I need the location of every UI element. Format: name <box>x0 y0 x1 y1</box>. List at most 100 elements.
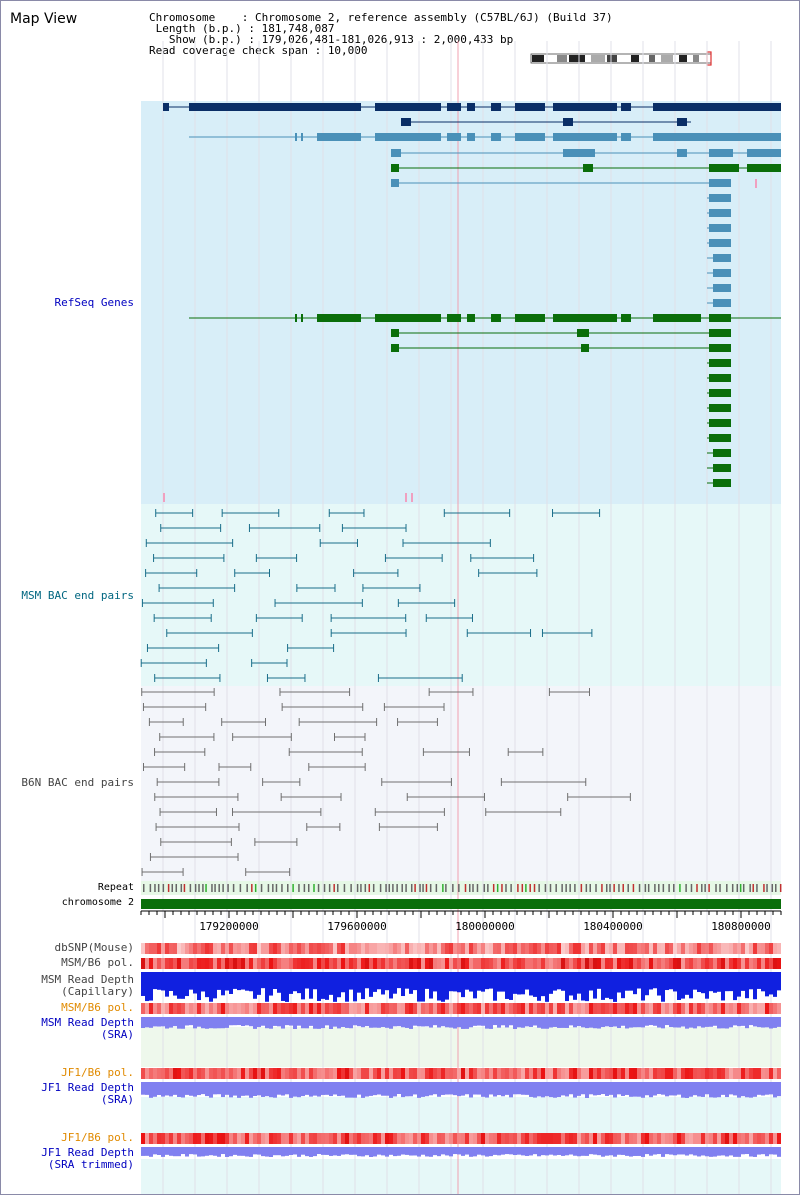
jf1-trim-depth-bar <box>453 1147 457 1155</box>
repeat-element <box>157 884 160 892</box>
msm-pol2-cell <box>213 1003 217 1014</box>
jf1-pol2-cell <box>245 1133 249 1144</box>
msm-cap-depth-bar <box>773 972 777 997</box>
jf1-sra-depth-bar <box>633 1082 637 1097</box>
jf1-sra-depth-bar <box>709 1082 713 1098</box>
jf1-pol-cell <box>281 1068 285 1079</box>
msm-pol-cell <box>473 958 477 969</box>
jf1-sra-depth-bar <box>769 1082 773 1095</box>
b6n-bac-pairs[interactable] <box>141 688 631 876</box>
jf1-sra-depth-bar <box>629 1082 633 1097</box>
msm-sra-depth-bar <box>153 1017 157 1027</box>
jf1-pol-cell <box>241 1068 245 1079</box>
jf1-pol2-cell <box>145 1133 149 1144</box>
ruler-label: 180400000 <box>583 920 643 933</box>
msm-pol2-cell <box>189 1003 193 1014</box>
jf1-pol2-cell <box>169 1133 173 1144</box>
jf1-trim-depth-bar <box>281 1147 285 1157</box>
jf1-pol-cell <box>657 1068 661 1079</box>
dbsnp-cell <box>585 943 589 954</box>
jf1-sra-depth-bar <box>681 1082 685 1098</box>
dbsnp-cell <box>261 943 265 954</box>
jf1-pol2-cell <box>389 1133 393 1144</box>
msm-cap-depth-bar <box>665 972 669 991</box>
jf1-pol-cell <box>149 1068 153 1079</box>
dbsnp-cell <box>721 943 725 954</box>
dbsnp-cell <box>141 943 145 954</box>
chromosome-value: Chromosome 2, reference assembly (C57BL/… <box>254 11 613 24</box>
jf1-sra-depth-bar <box>489 1082 493 1095</box>
jf1-sra-depth-bar <box>445 1082 449 1095</box>
jf1-sra-depth-bar <box>329 1082 333 1097</box>
msm-pol2-cell <box>297 1003 301 1014</box>
msm-pol2-cell <box>465 1003 469 1014</box>
msm-sra-depth-bar <box>517 1017 521 1028</box>
msm-pol-cell <box>261 958 265 969</box>
jf1-pol2-cell <box>325 1133 329 1144</box>
msm-pol-cell <box>677 958 681 969</box>
msm-cap-depth-bar <box>493 972 497 1001</box>
msm-sra-depth-bar <box>669 1017 673 1028</box>
jf1-pol2-cell <box>577 1133 581 1144</box>
chromosome-ideogram[interactable] <box>530 51 712 66</box>
jf1-pol-cell <box>165 1068 169 1079</box>
msm-pol2-cell <box>573 1003 577 1014</box>
dbsnp-cell <box>437 943 441 954</box>
msm-pol-cell <box>293 958 297 969</box>
jf1-trim-depth-bar <box>413 1147 417 1156</box>
jf1-pol2-cell <box>513 1133 517 1144</box>
msm-pol-cell <box>185 958 189 969</box>
msm-pol-cell <box>173 958 177 969</box>
jf1-sra-depth-bar <box>597 1082 601 1095</box>
jf1-trim-depth-bar <box>665 1147 669 1155</box>
msm-pol2-cell <box>393 1003 397 1014</box>
gene-row-green-main-exon <box>295 314 297 322</box>
repeat-element <box>622 884 624 892</box>
repeat-element <box>756 884 758 892</box>
jf1-pol2-cell <box>249 1133 253 1144</box>
msm-cap-depth-bar <box>237 972 241 991</box>
jf1-pol-cell <box>677 1068 681 1079</box>
repeat-track[interactable] <box>143 884 782 892</box>
msm-cap-depth-bar <box>449 972 453 992</box>
msm-cap-depth-bar <box>705 972 709 999</box>
msm-pol-cell <box>765 958 769 969</box>
jf1-pol-cell <box>489 1068 493 1079</box>
msm-pol2-cell <box>369 1003 373 1014</box>
jf1-pol-cell <box>733 1068 737 1079</box>
jf1-pol-cell <box>333 1068 337 1079</box>
refseq-genes[interactable] <box>163 103 781 502</box>
msm-pol2-cell <box>425 1003 429 1014</box>
jf1-trim-depth-bar <box>361 1147 365 1157</box>
msm-sra-depth-bar <box>677 1017 681 1028</box>
msm-cap-depth-bar <box>637 972 641 989</box>
msm-bac-pairs[interactable] <box>140 509 601 682</box>
msm-cap-depth-bar <box>573 972 577 1000</box>
msm-sra-depth-bar <box>529 1017 533 1027</box>
jf1-pol2-cell <box>493 1133 497 1144</box>
msm-cap-depth-bar <box>569 972 573 996</box>
repeat-element <box>595 884 597 892</box>
msm-pol2-cell <box>445 1003 449 1014</box>
msm-cap-depth-bar <box>645 972 649 996</box>
msm-pol-cell <box>737 958 741 969</box>
msm-sra-depth-bar <box>421 1017 425 1027</box>
heat-tracks[interactable] <box>141 943 781 1157</box>
msm-pol2-cell <box>281 1003 285 1014</box>
dbsnp-cell <box>165 943 169 954</box>
msm-sra-depth-bar <box>405 1017 409 1028</box>
msm-sra-depth-bar <box>441 1017 445 1027</box>
chromosome-bar[interactable] <box>141 899 781 909</box>
msm-pol-cell <box>485 958 489 969</box>
jf1-trim-depth-bar <box>425 1147 429 1157</box>
jf1-sra-depth-bar <box>285 1082 289 1095</box>
msm-pol2-cell <box>493 1003 497 1014</box>
msm-pol-cell <box>673 958 677 969</box>
gene-row-5-exon <box>583 164 593 172</box>
msm-sra-depth-bar <box>737 1017 741 1027</box>
jf1-pol2-cell <box>541 1133 545 1144</box>
msm-cap-depth-bar <box>549 972 553 994</box>
dbsnp-cell <box>433 943 437 954</box>
gene-row-green-main-exon <box>411 314 441 322</box>
